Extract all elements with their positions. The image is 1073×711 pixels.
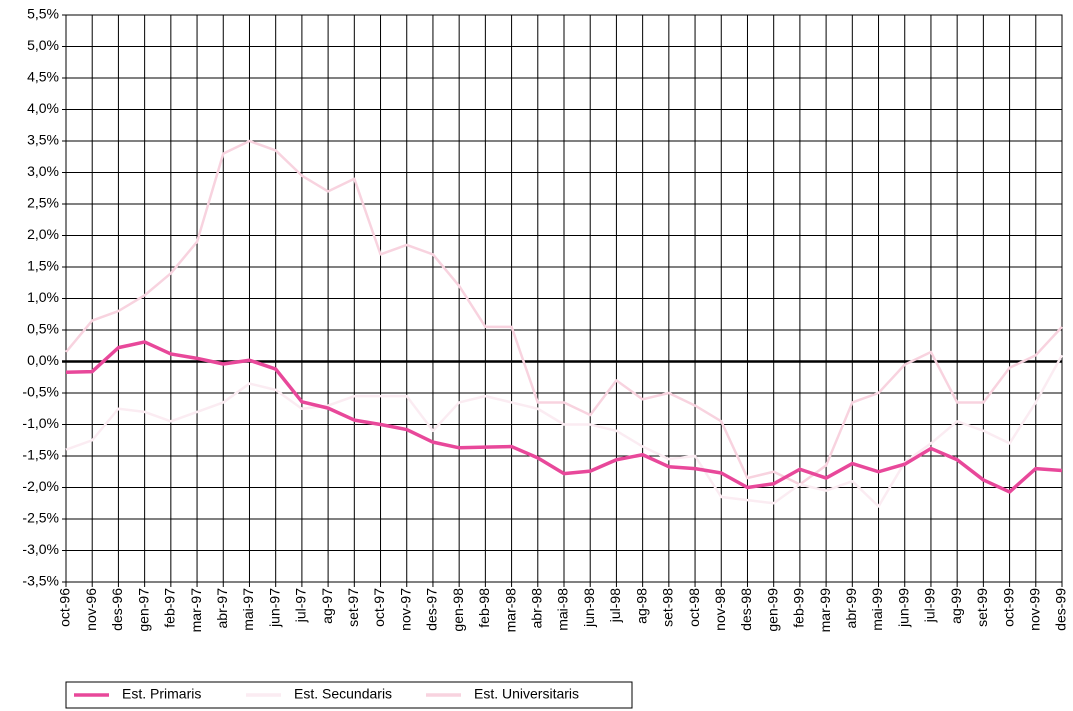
y-tick-label: -3,0% <box>22 541 59 557</box>
x-tick-label: jun-98 <box>581 588 597 628</box>
x-tick-label: mar-98 <box>502 588 518 633</box>
x-tick-label: oct-96 <box>57 588 73 627</box>
x-tick-label: abr-97 <box>214 588 230 629</box>
x-tick-label: gen-98 <box>450 588 466 632</box>
x-tick-label: des-97 <box>424 588 440 631</box>
x-tick-label: set-97 <box>345 588 361 627</box>
x-tick-label: set-99 <box>974 588 990 627</box>
x-tick-label: mai-99 <box>869 588 885 631</box>
y-tick-label: 2,0% <box>27 226 59 242</box>
y-tick-label: -2,5% <box>22 510 59 526</box>
y-tick-label: 3,0% <box>27 163 59 179</box>
x-tick-label: oct-98 <box>686 588 702 627</box>
y-tick-label: 5,0% <box>27 37 59 53</box>
x-tick-label: set-98 <box>660 588 676 627</box>
x-tick-label: des-99 <box>1053 588 1069 631</box>
x-tick-label: jul-99 <box>922 588 938 623</box>
y-tick-label: 3,5% <box>27 132 59 148</box>
x-tick-label: abr-98 <box>528 588 544 629</box>
y-tick-label: -2,0% <box>22 478 59 494</box>
legend-label: Est. Universitaris <box>474 686 579 702</box>
y-tick-label: 2,5% <box>27 195 59 211</box>
y-tick-label: 4,5% <box>27 69 59 85</box>
legend-box <box>65 681 633 709</box>
legend-label: Est. Primaris <box>122 686 201 702</box>
x-tick-label: des-96 <box>109 588 125 631</box>
y-tick-label: 5,5% <box>27 6 59 22</box>
x-tick-label: gen-97 <box>135 588 151 632</box>
x-tick-label: nov-98 <box>712 588 728 631</box>
y-tick-label: 4,0% <box>27 100 59 116</box>
series-line <box>65 139 1063 486</box>
y-tick-label: 1,0% <box>27 289 59 305</box>
y-tick-label: -3,5% <box>22 573 59 589</box>
x-tick-label: feb-98 <box>476 588 492 628</box>
x-tick-label: des-98 <box>738 588 754 631</box>
x-tick-label: jul-98 <box>607 588 623 623</box>
y-tick-label: 1,5% <box>27 258 59 274</box>
x-tick-label: nov-99 <box>1026 588 1042 631</box>
x-tick-label: mai-97 <box>240 588 256 631</box>
series-line <box>65 354 1064 508</box>
y-tick-label: 0,0% <box>27 352 59 368</box>
x-tick-label: oct-97 <box>371 588 387 627</box>
x-tick-label: feb-99 <box>791 588 807 628</box>
legend-label: Est. Secundaris <box>294 686 392 702</box>
y-tick-label: -0,5% <box>22 384 59 400</box>
x-tick-label: jun-99 <box>895 588 911 628</box>
x-tick-label: oct-99 <box>1000 588 1016 627</box>
x-tick-label: mai-98 <box>555 588 571 631</box>
x-tick-label: feb-97 <box>162 588 178 628</box>
x-tick-label: jul-97 <box>293 588 309 623</box>
x-tick-label: gen-99 <box>764 588 780 632</box>
x-tick-label: jun-97 <box>266 588 282 628</box>
x-tick-label: mar-97 <box>188 588 204 633</box>
x-tick-label: abr-99 <box>843 588 859 629</box>
x-tick-label: ag-97 <box>319 588 335 624</box>
x-tick-label: ag-99 <box>948 588 964 624</box>
y-tick-label: 0,5% <box>27 321 59 337</box>
x-tick-label: ag-98 <box>633 588 649 624</box>
series-line <box>65 340 1063 494</box>
x-tick-label: nov-96 <box>83 588 99 631</box>
y-tick-label: -1,0% <box>22 415 59 431</box>
y-tick-label: -1,5% <box>22 447 59 463</box>
x-tick-label: mar-99 <box>817 588 833 633</box>
x-tick-label: nov-97 <box>397 588 413 631</box>
